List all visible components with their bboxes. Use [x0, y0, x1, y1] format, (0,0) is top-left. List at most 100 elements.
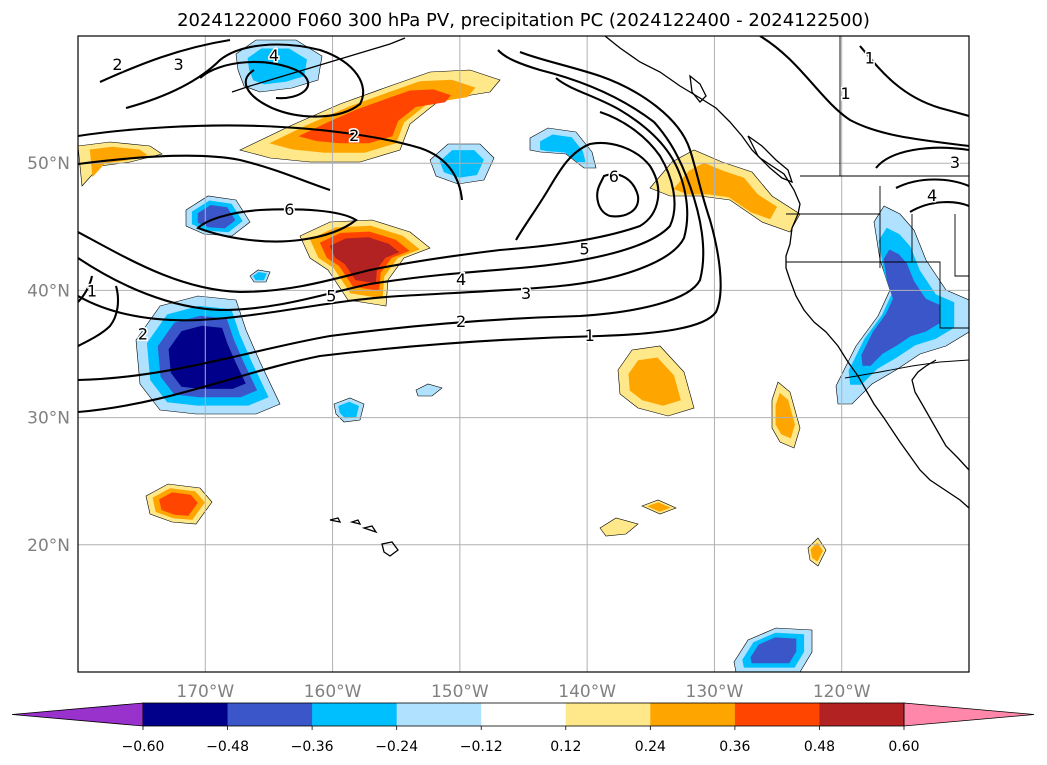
precip-level-fill [673, 162, 778, 220]
precip-region [641, 499, 677, 515]
pv-contour-southwest-2 [78, 275, 120, 347]
pv-contour-label: 6 [284, 200, 294, 219]
pv-contour-label: 5 [580, 239, 590, 258]
y-tick-label: 40°N [27, 281, 70, 301]
graticule [78, 36, 969, 672]
precip-region [249, 269, 271, 283]
pv-contour-6a [196, 208, 358, 243]
precip-level-fill [159, 492, 198, 516]
precip-level-fill [253, 272, 267, 281]
precip-level-fill [750, 637, 797, 664]
pv-contour-label: 1 [87, 281, 97, 300]
colorbar-tick-label: 0.36 [719, 739, 750, 755]
pv-contour-6b [596, 173, 640, 218]
precip-region [733, 627, 813, 672]
precip-region [599, 517, 639, 537]
precip-level-fill [439, 150, 484, 178]
vancouver-island [747, 135, 794, 184]
pv-contour-label: 3 [173, 55, 183, 74]
colorbar-tick-label: −0.36 [291, 739, 334, 755]
y-tick-label: 20°N [27, 536, 70, 556]
colorbar-outline [142, 702, 905, 727]
colorbar-tick-label: −0.24 [375, 739, 418, 755]
y-axis-ticks: 20°N 30°N 40°N 50°N [27, 154, 70, 556]
colorbar-tick-label: −0.60 [122, 739, 165, 755]
y-tick-label: 30°N [27, 409, 70, 429]
precip-level-fill [89, 146, 148, 178]
precip-level-fill [775, 392, 795, 439]
precip-region [771, 381, 801, 449]
colorbar-tick-label: 0.24 [635, 739, 666, 755]
political-borders [786, 36, 969, 379]
precip-level-fill [329, 237, 400, 284]
us-state-borders [786, 186, 969, 329]
precip-region [135, 295, 281, 415]
colorbar-segment [143, 703, 229, 726]
x-tick-label: 120°W [813, 682, 871, 702]
pv-contour-label: 2 [138, 325, 148, 344]
pv-contour-label: 2 [349, 126, 359, 145]
alaska-peninsula [231, 37, 406, 93]
chart-title: 2024122000 F060 300 hPa PV, precipitatio… [177, 10, 870, 31]
precip-level-fill [628, 357, 681, 406]
baja-gulf-coast [911, 359, 969, 471]
hawaii-islands [329, 517, 399, 557]
pv-contour-label: 4 [269, 46, 279, 65]
colorbar-segment [650, 703, 736, 726]
us-canada-border [800, 36, 969, 177]
colorbar-tick-label: 0.12 [550, 739, 581, 755]
pv-contour-label: 3 [950, 153, 960, 172]
colorbar-segment [312, 703, 398, 726]
pv-contour-2 [78, 49, 705, 382]
precip-region [145, 483, 213, 525]
pv-contour-label: 4 [456, 270, 466, 289]
precip-region [835, 205, 969, 405]
precip-region [333, 397, 365, 423]
precip-level-fill [599, 517, 639, 537]
colorbar-extend-high [903, 702, 1035, 727]
pv-contour-5 [78, 142, 660, 294]
x-axis-ticks: 170°W 160°W 150°W 140°W 130°W 120°W [176, 682, 870, 702]
precip-level-fill [415, 383, 443, 397]
colorbar-segment [565, 703, 651, 726]
pv-contour-north-lobes [99, 38, 365, 118]
colorbar-segment [819, 703, 905, 726]
colorbar-segment [481, 703, 567, 726]
precip-region [299, 219, 431, 307]
precip-region [239, 69, 501, 163]
map-frame [77, 35, 970, 673]
colorbar-segment [734, 703, 820, 726]
y-tick-label: 50°N [27, 154, 70, 174]
colorbar-tick-label: −0.12 [460, 739, 503, 755]
colorbar-tick-label: −0.48 [206, 739, 249, 755]
pv-contour-east-trough [759, 36, 969, 213]
x-tick-label: 150°W [431, 682, 489, 702]
precip-level-fill [168, 325, 246, 389]
pv-contour-label: 1 [585, 326, 595, 345]
haida-gwaii [689, 74, 707, 103]
colorbar-segment [227, 703, 313, 726]
pv-contour-label: 3 [521, 284, 531, 303]
coastlines [231, 36, 969, 557]
precip-pc-fills [78, 39, 969, 672]
precip-region [415, 383, 443, 397]
x-tick-label: 140°W [558, 682, 616, 702]
precip-level-fill [647, 502, 671, 512]
pv-contour-3 [78, 77, 689, 322]
precip-level-fill [298, 89, 451, 144]
precip-region [617, 345, 695, 417]
pv-contour-label: 5 [326, 286, 336, 305]
precip-region [429, 143, 495, 185]
us-mexico-border [844, 359, 969, 379]
pv-contour-west-ridge [78, 124, 464, 201]
colorbar-tick-label: 0.60 [888, 739, 919, 755]
precip-level-fill [810, 542, 823, 562]
pv-contour-label: 2 [456, 312, 466, 331]
pv-contour-label: 1 [840, 84, 850, 103]
x-tick-label: 130°W [686, 682, 744, 702]
x-tick-label: 170°W [176, 682, 234, 702]
precip-region [235, 39, 323, 93]
x-tick-label: 160°W [304, 682, 362, 702]
